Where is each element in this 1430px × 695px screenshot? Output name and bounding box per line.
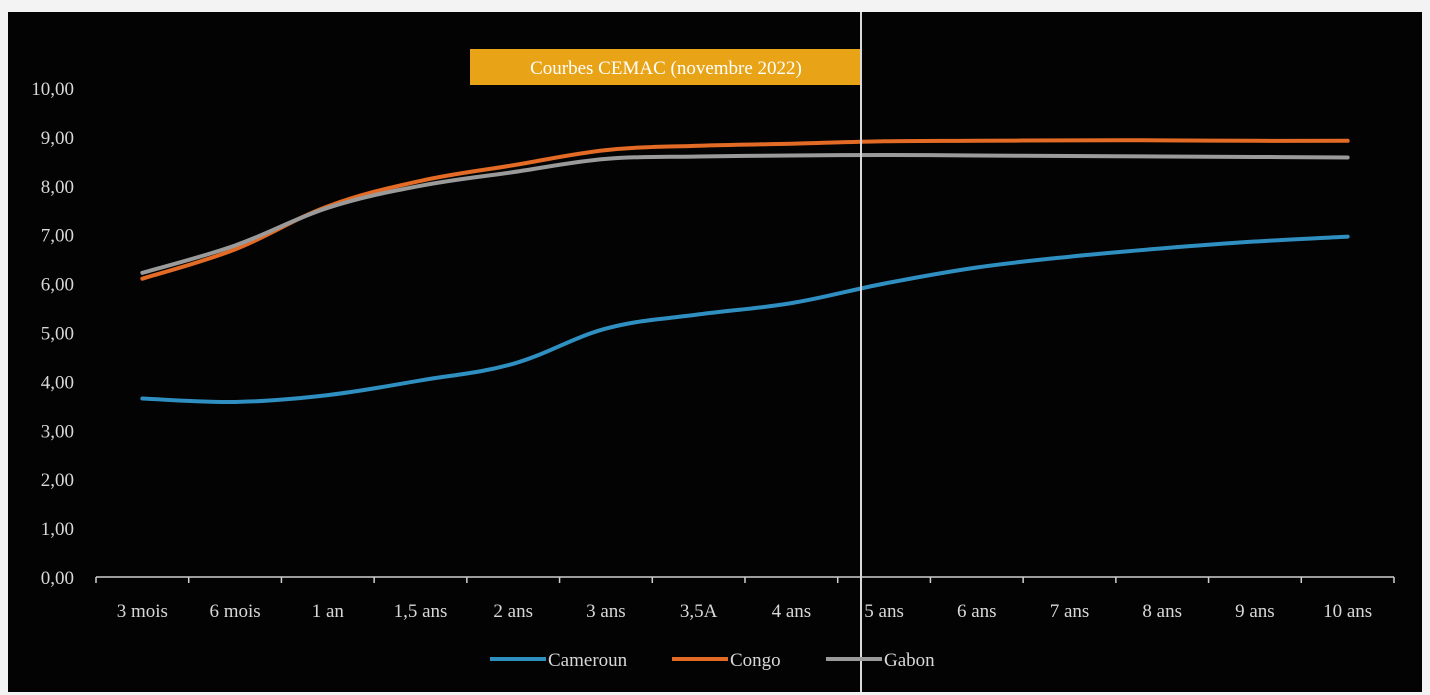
- y-tick-label: 7,00: [41, 226, 74, 247]
- x-tick-label: 3,5A: [680, 601, 718, 622]
- x-tick-label: 3 ans: [586, 601, 626, 622]
- x-tick-label: 8 ans: [1142, 601, 1182, 622]
- chart-title-text: Courbes CEMAC (novembre 2022): [530, 58, 802, 79]
- x-tick-label: 9 ans: [1235, 601, 1275, 622]
- x-axis: 3 mois 6 mois 1 an 1,5 ans 2 ans 3 ans 3,5A 4 a…: [95, 576, 1395, 622]
- y-tick-label: 10,00: [31, 79, 74, 100]
- legend-label: Congo: [730, 650, 781, 671]
- chart-frame: Courbes CEMAC (novembre 2022) 0,00 1,00 2,…: [8, 12, 1422, 692]
- x-tick-label: 10 ans: [1323, 601, 1372, 622]
- legend-item-cameroun: Cameroun: [490, 650, 628, 671]
- x-tick-label: 5 ans: [864, 601, 904, 622]
- x-tick-label: 3 mois: [117, 601, 168, 622]
- legend-item-gabon: Gabon: [826, 650, 935, 671]
- x-tick-label: 4 ans: [772, 601, 812, 622]
- series-line-cameroun: [140, 234, 1350, 405]
- y-tick-label: 0,00: [41, 568, 74, 589]
- y-tick-label: 4,00: [41, 372, 74, 393]
- x-tick-label: 1 an: [312, 601, 345, 622]
- y-tick-label: 6,00: [41, 275, 74, 296]
- line-chart: Courbes CEMAC (novembre 2022) 0,00 1,00 2,…: [31, 12, 1395, 692]
- legend-label: Cameroun: [548, 650, 628, 671]
- y-tick-label: 1,00: [41, 519, 74, 540]
- y-tick-label: 8,00: [41, 177, 74, 198]
- x-tick-label: 7 ans: [1050, 601, 1090, 622]
- y-tick-label: 5,00: [41, 324, 74, 345]
- chart-title-background: [470, 49, 862, 85]
- y-tick-label: 2,00: [41, 470, 74, 491]
- y-tick-label: 3,00: [41, 421, 74, 442]
- x-tick-label: 6 ans: [957, 601, 997, 622]
- x-tick-label: 1,5 ans: [394, 601, 448, 622]
- legend-item-congo: Congo: [672, 650, 781, 671]
- series-layer: [140, 138, 1350, 405]
- legend-label: Gabon: [884, 650, 935, 671]
- x-tick-label: 6 mois: [209, 601, 260, 622]
- series-line-gabon: [140, 152, 1350, 275]
- chart-title: Courbes CEMAC (novembre 2022): [470, 49, 862, 85]
- legend: Cameroun Congo Gabon: [490, 650, 935, 671]
- x-tick-label: 2 ans: [493, 601, 533, 622]
- y-axis: 0,00 1,00 2,00 3,00 4,00 5,00 6,00 7,00 8,00 9,00…: [31, 79, 74, 589]
- y-tick-label: 9,00: [41, 128, 74, 149]
